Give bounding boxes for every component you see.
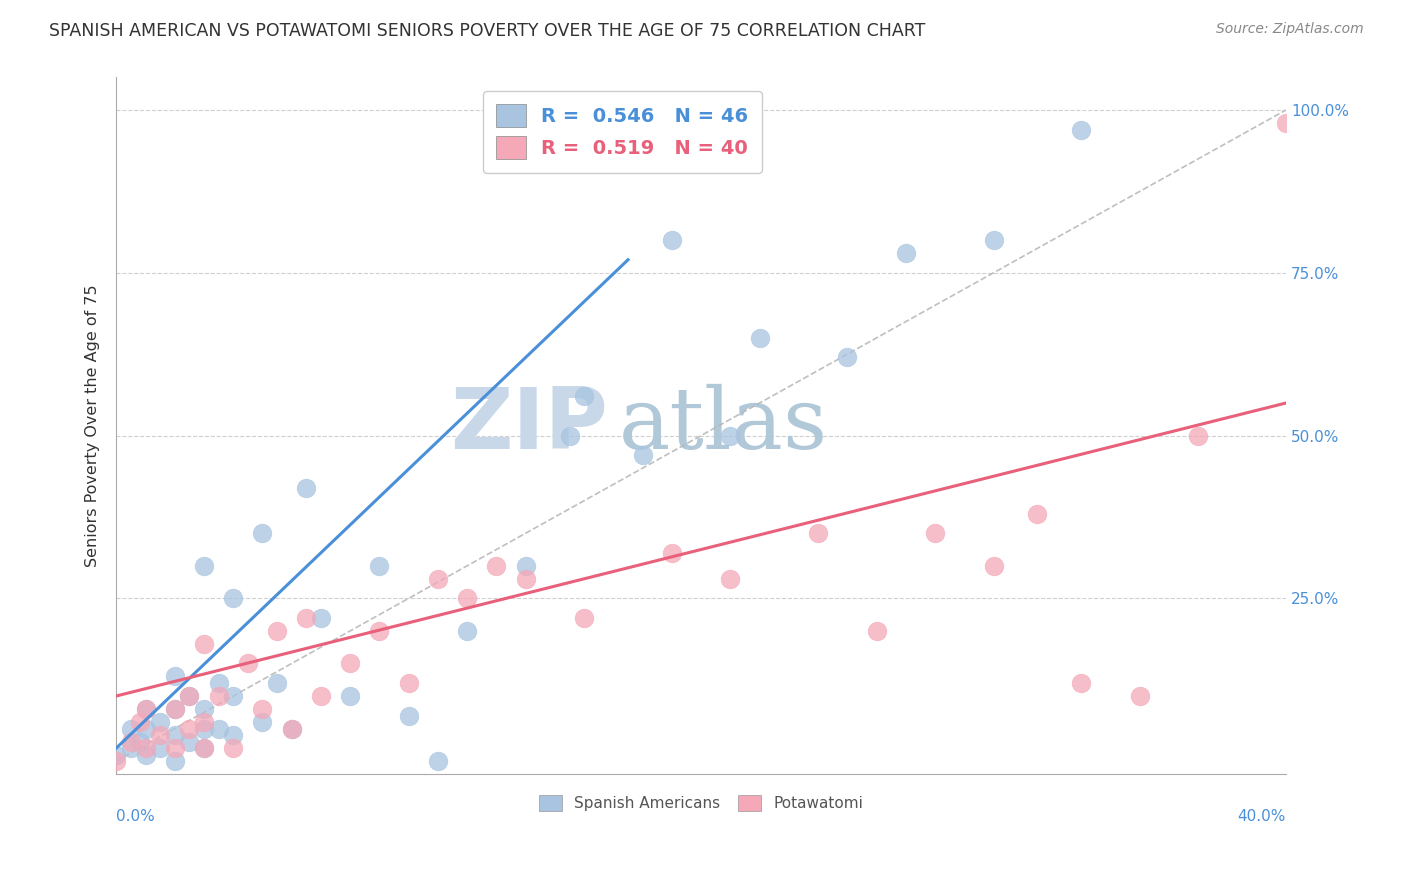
Text: Source: ZipAtlas.com: Source: ZipAtlas.com xyxy=(1216,22,1364,37)
Point xyxy=(134,722,156,736)
Point xyxy=(105,747,128,762)
Point xyxy=(983,558,1005,573)
Point xyxy=(252,526,274,541)
Point xyxy=(807,526,830,541)
Point xyxy=(163,702,186,716)
Point xyxy=(207,676,229,690)
Point xyxy=(120,722,142,736)
Point xyxy=(748,331,770,345)
Point xyxy=(837,351,859,365)
Point xyxy=(134,747,156,762)
Point xyxy=(558,428,581,442)
Point xyxy=(193,714,215,729)
Point xyxy=(179,689,201,703)
Point xyxy=(280,722,302,736)
Point xyxy=(309,611,332,625)
Point xyxy=(120,734,142,748)
Point xyxy=(134,702,156,716)
Point xyxy=(280,722,302,736)
Point xyxy=(398,676,420,690)
Y-axis label: Seniors Poverty Over the Age of 75: Seniors Poverty Over the Age of 75 xyxy=(86,285,100,567)
Text: 0.0%: 0.0% xyxy=(117,809,155,824)
Point xyxy=(266,676,288,690)
Point xyxy=(485,558,508,573)
Point xyxy=(105,754,128,768)
Point xyxy=(207,689,229,703)
Point xyxy=(661,546,683,560)
Point xyxy=(1187,428,1209,442)
Point xyxy=(572,611,595,625)
Text: atlas: atlas xyxy=(619,384,828,467)
Point xyxy=(426,572,449,586)
Point xyxy=(1070,122,1092,136)
Point xyxy=(924,526,946,541)
Point xyxy=(515,558,537,573)
Point xyxy=(222,728,245,742)
Point xyxy=(894,246,917,260)
Point xyxy=(456,591,478,606)
Point xyxy=(163,741,186,756)
Point xyxy=(128,734,150,748)
Point xyxy=(222,741,245,756)
Point xyxy=(179,734,201,748)
Point xyxy=(163,728,186,742)
Point xyxy=(193,702,215,716)
Point xyxy=(179,689,201,703)
Text: 40.0%: 40.0% xyxy=(1237,809,1286,824)
Point xyxy=(266,624,288,638)
Point xyxy=(236,657,259,671)
Point xyxy=(295,611,318,625)
Point xyxy=(339,657,361,671)
Point xyxy=(1070,676,1092,690)
Point xyxy=(252,714,274,729)
Point xyxy=(163,754,186,768)
Point xyxy=(193,722,215,736)
Point xyxy=(149,728,172,742)
Point xyxy=(149,714,172,729)
Point xyxy=(149,741,172,756)
Point xyxy=(309,689,332,703)
Point xyxy=(207,722,229,736)
Point xyxy=(222,689,245,703)
Point xyxy=(193,637,215,651)
Text: SPANISH AMERICAN VS POTAWATOMI SENIORS POVERTY OVER THE AGE OF 75 CORRELATION CH: SPANISH AMERICAN VS POTAWATOMI SENIORS P… xyxy=(49,22,925,40)
Point xyxy=(631,448,654,462)
Point xyxy=(179,722,201,736)
Point xyxy=(295,481,318,495)
Point xyxy=(661,233,683,247)
Point xyxy=(163,669,186,683)
Text: ZIP: ZIP xyxy=(450,384,607,467)
Point xyxy=(572,389,595,403)
Point xyxy=(718,572,741,586)
Point xyxy=(865,624,887,638)
Point xyxy=(134,741,156,756)
Point xyxy=(193,741,215,756)
Point xyxy=(426,754,449,768)
Point xyxy=(193,558,215,573)
Point xyxy=(339,689,361,703)
Point xyxy=(515,572,537,586)
Point xyxy=(1275,116,1298,130)
Point xyxy=(193,741,215,756)
Legend: Spanish Americans, Potawatomi: Spanish Americans, Potawatomi xyxy=(531,788,872,819)
Point xyxy=(456,624,478,638)
Point xyxy=(252,702,274,716)
Point xyxy=(983,233,1005,247)
Point xyxy=(120,741,142,756)
Point xyxy=(222,591,245,606)
Point xyxy=(368,624,391,638)
Point xyxy=(128,714,150,729)
Point xyxy=(1129,689,1152,703)
Point xyxy=(134,702,156,716)
Point xyxy=(718,428,741,442)
Point xyxy=(368,558,391,573)
Point xyxy=(1026,507,1049,521)
Point xyxy=(398,708,420,723)
Point xyxy=(163,702,186,716)
